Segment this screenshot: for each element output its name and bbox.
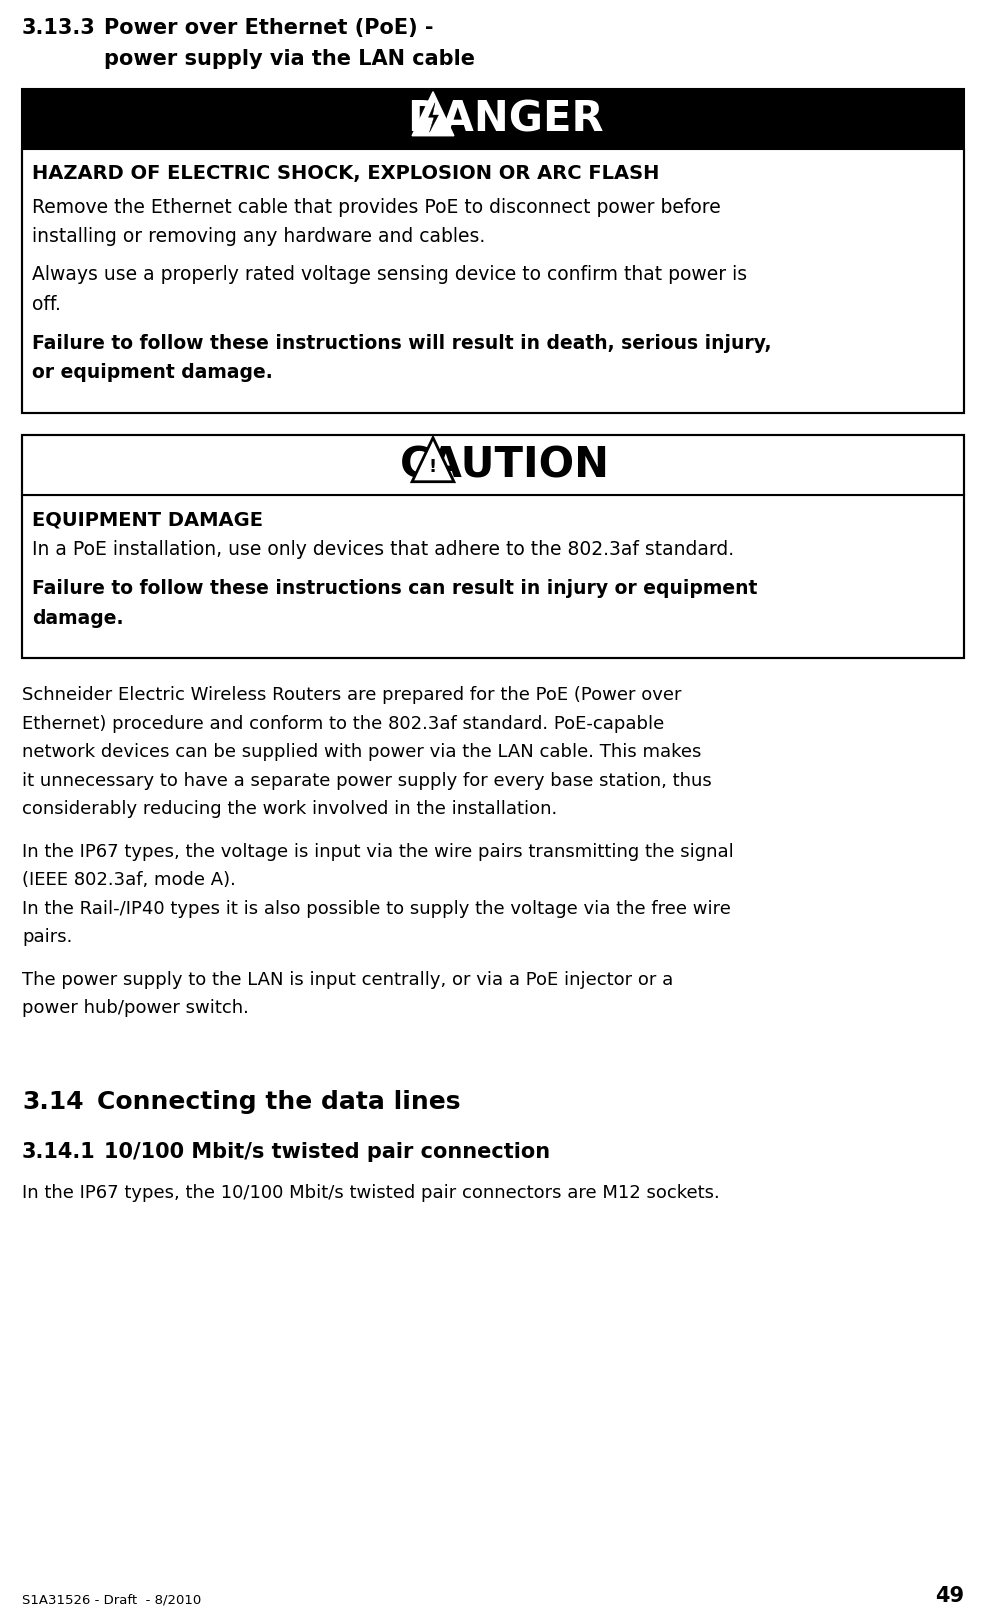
Text: off.: off. (32, 295, 61, 314)
Text: The power supply to the LAN is input centrally, or via a PoE injector or a: The power supply to the LAN is input cen… (22, 971, 673, 989)
Text: it unnecessary to have a separate power supply for every base station, thus: it unnecessary to have a separate power … (22, 772, 712, 790)
FancyBboxPatch shape (22, 436, 964, 495)
FancyBboxPatch shape (22, 149, 964, 413)
FancyBboxPatch shape (22, 495, 964, 659)
Polygon shape (412, 92, 454, 136)
Text: Schneider Electric Wireless Routers are prepared for the PoE (Power over: Schneider Electric Wireless Routers are … (22, 686, 681, 704)
Text: Power over Ethernet (PoE) -: Power over Ethernet (PoE) - (104, 18, 434, 37)
Text: HAZARD OF ELECTRIC SHOCK, EXPLOSION OR ARC FLASH: HAZARD OF ELECTRIC SHOCK, EXPLOSION OR A… (32, 164, 660, 183)
Text: installing or removing any hardware and cables.: installing or removing any hardware and … (32, 228, 485, 246)
Text: Remove the Ethernet cable that provides PoE to disconnect power before: Remove the Ethernet cable that provides … (32, 198, 721, 217)
Text: S1A31526 - Draft  - 8/2010: S1A31526 - Draft - 8/2010 (22, 1593, 201, 1606)
Text: In the IP67 types, the 10/100 Mbit/s twisted pair connectors are M12 sockets.: In the IP67 types, the 10/100 Mbit/s twi… (22, 1183, 720, 1201)
Text: Failure to follow these instructions can result in injury or equipment: Failure to follow these instructions can… (32, 580, 757, 599)
Text: 49: 49 (935, 1587, 964, 1606)
Text: EQUIPMENT DAMAGE: EQUIPMENT DAMAGE (32, 510, 263, 529)
Text: power supply via the LAN cable: power supply via the LAN cable (104, 49, 475, 70)
Text: Always use a properly rated voltage sensing device to confirm that power is: Always use a properly rated voltage sens… (32, 266, 747, 283)
Text: Connecting the data lines: Connecting the data lines (97, 1090, 460, 1114)
Text: CAUTION: CAUTION (400, 444, 610, 486)
Text: considerably reducing the work involved in the installation.: considerably reducing the work involved … (22, 800, 557, 819)
Text: !: ! (429, 458, 437, 476)
Text: 3.14: 3.14 (22, 1090, 84, 1114)
Text: In a PoE installation, use only devices that adhere to the 802.3af standard.: In a PoE installation, use only devices … (32, 541, 735, 559)
Text: 10/100 Mbit/s twisted pair connection: 10/100 Mbit/s twisted pair connection (104, 1141, 550, 1162)
Text: In the Rail-/IP40 types it is also possible to supply the voltage via the free w: In the Rail-/IP40 types it is also possi… (22, 900, 731, 918)
Text: damage.: damage. (32, 609, 123, 628)
Text: DANGER: DANGER (406, 99, 603, 139)
Text: Ethernet) procedure and conform to the 802.3af standard. PoE-capable: Ethernet) procedure and conform to the 8… (22, 716, 665, 733)
Polygon shape (412, 437, 454, 482)
Text: network devices can be supplied with power via the LAN cable. This makes: network devices can be supplied with pow… (22, 743, 701, 761)
Text: 3.13.3: 3.13.3 (22, 18, 96, 37)
Text: Failure to follow these instructions will result in death, serious injury,: Failure to follow these instructions wil… (32, 334, 771, 353)
Text: pairs.: pairs. (22, 929, 72, 947)
Polygon shape (429, 102, 439, 133)
FancyBboxPatch shape (22, 89, 964, 149)
Text: (IEEE 802.3af, mode A).: (IEEE 802.3af, mode A). (22, 871, 236, 889)
Text: 3.14.1: 3.14.1 (22, 1141, 96, 1162)
Text: power hub/power switch.: power hub/power switch. (22, 999, 248, 1017)
Text: or equipment damage.: or equipment damage. (32, 364, 273, 382)
Text: In the IP67 types, the voltage is input via the wire pairs transmitting the sign: In the IP67 types, the voltage is input … (22, 843, 734, 861)
